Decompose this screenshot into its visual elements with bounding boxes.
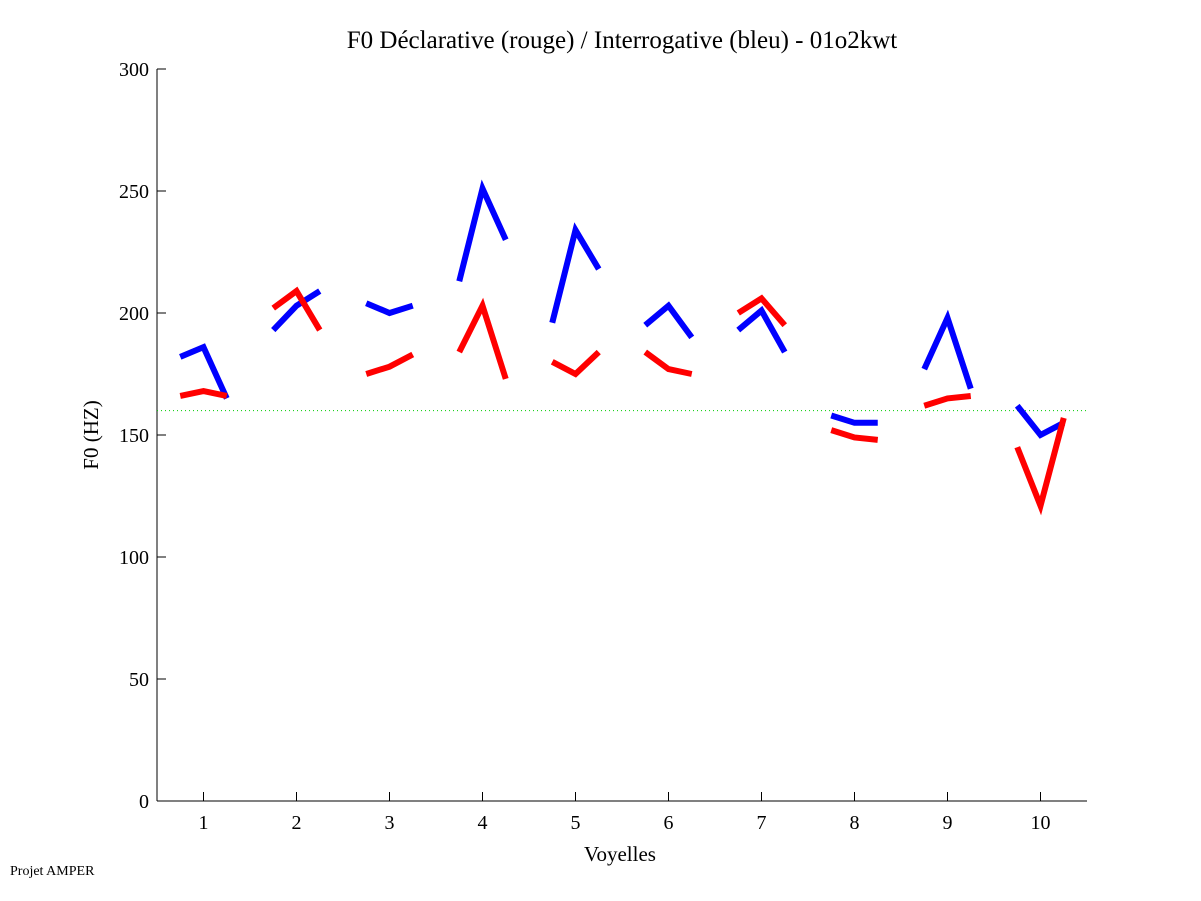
declarative-segment-4 xyxy=(456,297,509,380)
declarative-segment-1 xyxy=(179,388,228,399)
interrogative-segment-3 xyxy=(365,300,414,317)
interrogative-segment-4 xyxy=(456,179,509,283)
declarative-segment-8 xyxy=(830,427,879,443)
series-marks xyxy=(157,179,1087,516)
y-tick-label: 50 xyxy=(129,669,149,691)
chart-title: F0 Déclarative (rouge) / Interrogative (… xyxy=(347,27,898,54)
y-tick-label: 250 xyxy=(119,181,149,203)
x-tick-label: 7 xyxy=(757,812,767,834)
y-tick-label: 200 xyxy=(119,303,149,325)
declarative-segment-5 xyxy=(550,349,601,378)
x-tick-label: 1 xyxy=(199,812,209,834)
declarative-segment-10 xyxy=(1014,417,1067,516)
y-tick-label: 100 xyxy=(119,547,149,569)
y-tick-label: 150 xyxy=(119,425,149,447)
declarative-segment-6 xyxy=(643,349,693,377)
declarative-segment-9 xyxy=(923,392,972,409)
x-axis-label: Voyelles xyxy=(584,842,656,866)
interrogative-segment-7 xyxy=(736,305,788,354)
interrogative-segment-8 xyxy=(830,412,878,426)
x-tick-label: 9 xyxy=(943,812,953,834)
x-tick-label: 10 xyxy=(1031,812,1051,834)
interrogative-segment-9 xyxy=(921,309,974,390)
y-tick-label: 300 xyxy=(119,59,149,81)
axes: 0 50 100 150 200 250 300 1 2 3 4 5 6 7 8 9 10 xyxy=(119,59,1087,834)
x-tick-label: 3 xyxy=(385,812,395,834)
declarative-segment-3 xyxy=(365,351,415,377)
x-tick-label: 4 xyxy=(478,812,488,834)
interrogative-segment-5 xyxy=(549,222,602,324)
interrogative-segment-2 xyxy=(271,288,322,333)
declarative-segment-2 xyxy=(271,286,323,332)
interrogative-segment-6 xyxy=(643,301,695,340)
y-tick-label: 0 xyxy=(139,791,149,813)
interrogative-segment-10 xyxy=(1014,403,1066,439)
declarative-segment-7 xyxy=(736,294,788,328)
y-axis-label: F0 (HZ) xyxy=(79,400,103,469)
x-tick-label: 6 xyxy=(664,812,674,834)
interrogative-segment-1 xyxy=(179,343,230,400)
x-tick-label: 2 xyxy=(292,812,302,834)
x-tick-label: 5 xyxy=(571,812,581,834)
x-tick-label: 8 xyxy=(850,812,860,834)
credit-text: Projet AMPER xyxy=(10,864,95,879)
